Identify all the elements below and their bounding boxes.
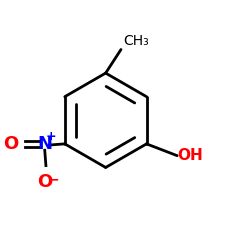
Text: OH: OH <box>177 148 203 163</box>
Text: O: O <box>4 135 19 153</box>
Text: O: O <box>38 173 53 191</box>
Text: N: N <box>37 135 52 153</box>
Text: −: − <box>47 173 59 187</box>
Text: +: + <box>46 130 57 143</box>
Text: CH₃: CH₃ <box>123 34 149 48</box>
